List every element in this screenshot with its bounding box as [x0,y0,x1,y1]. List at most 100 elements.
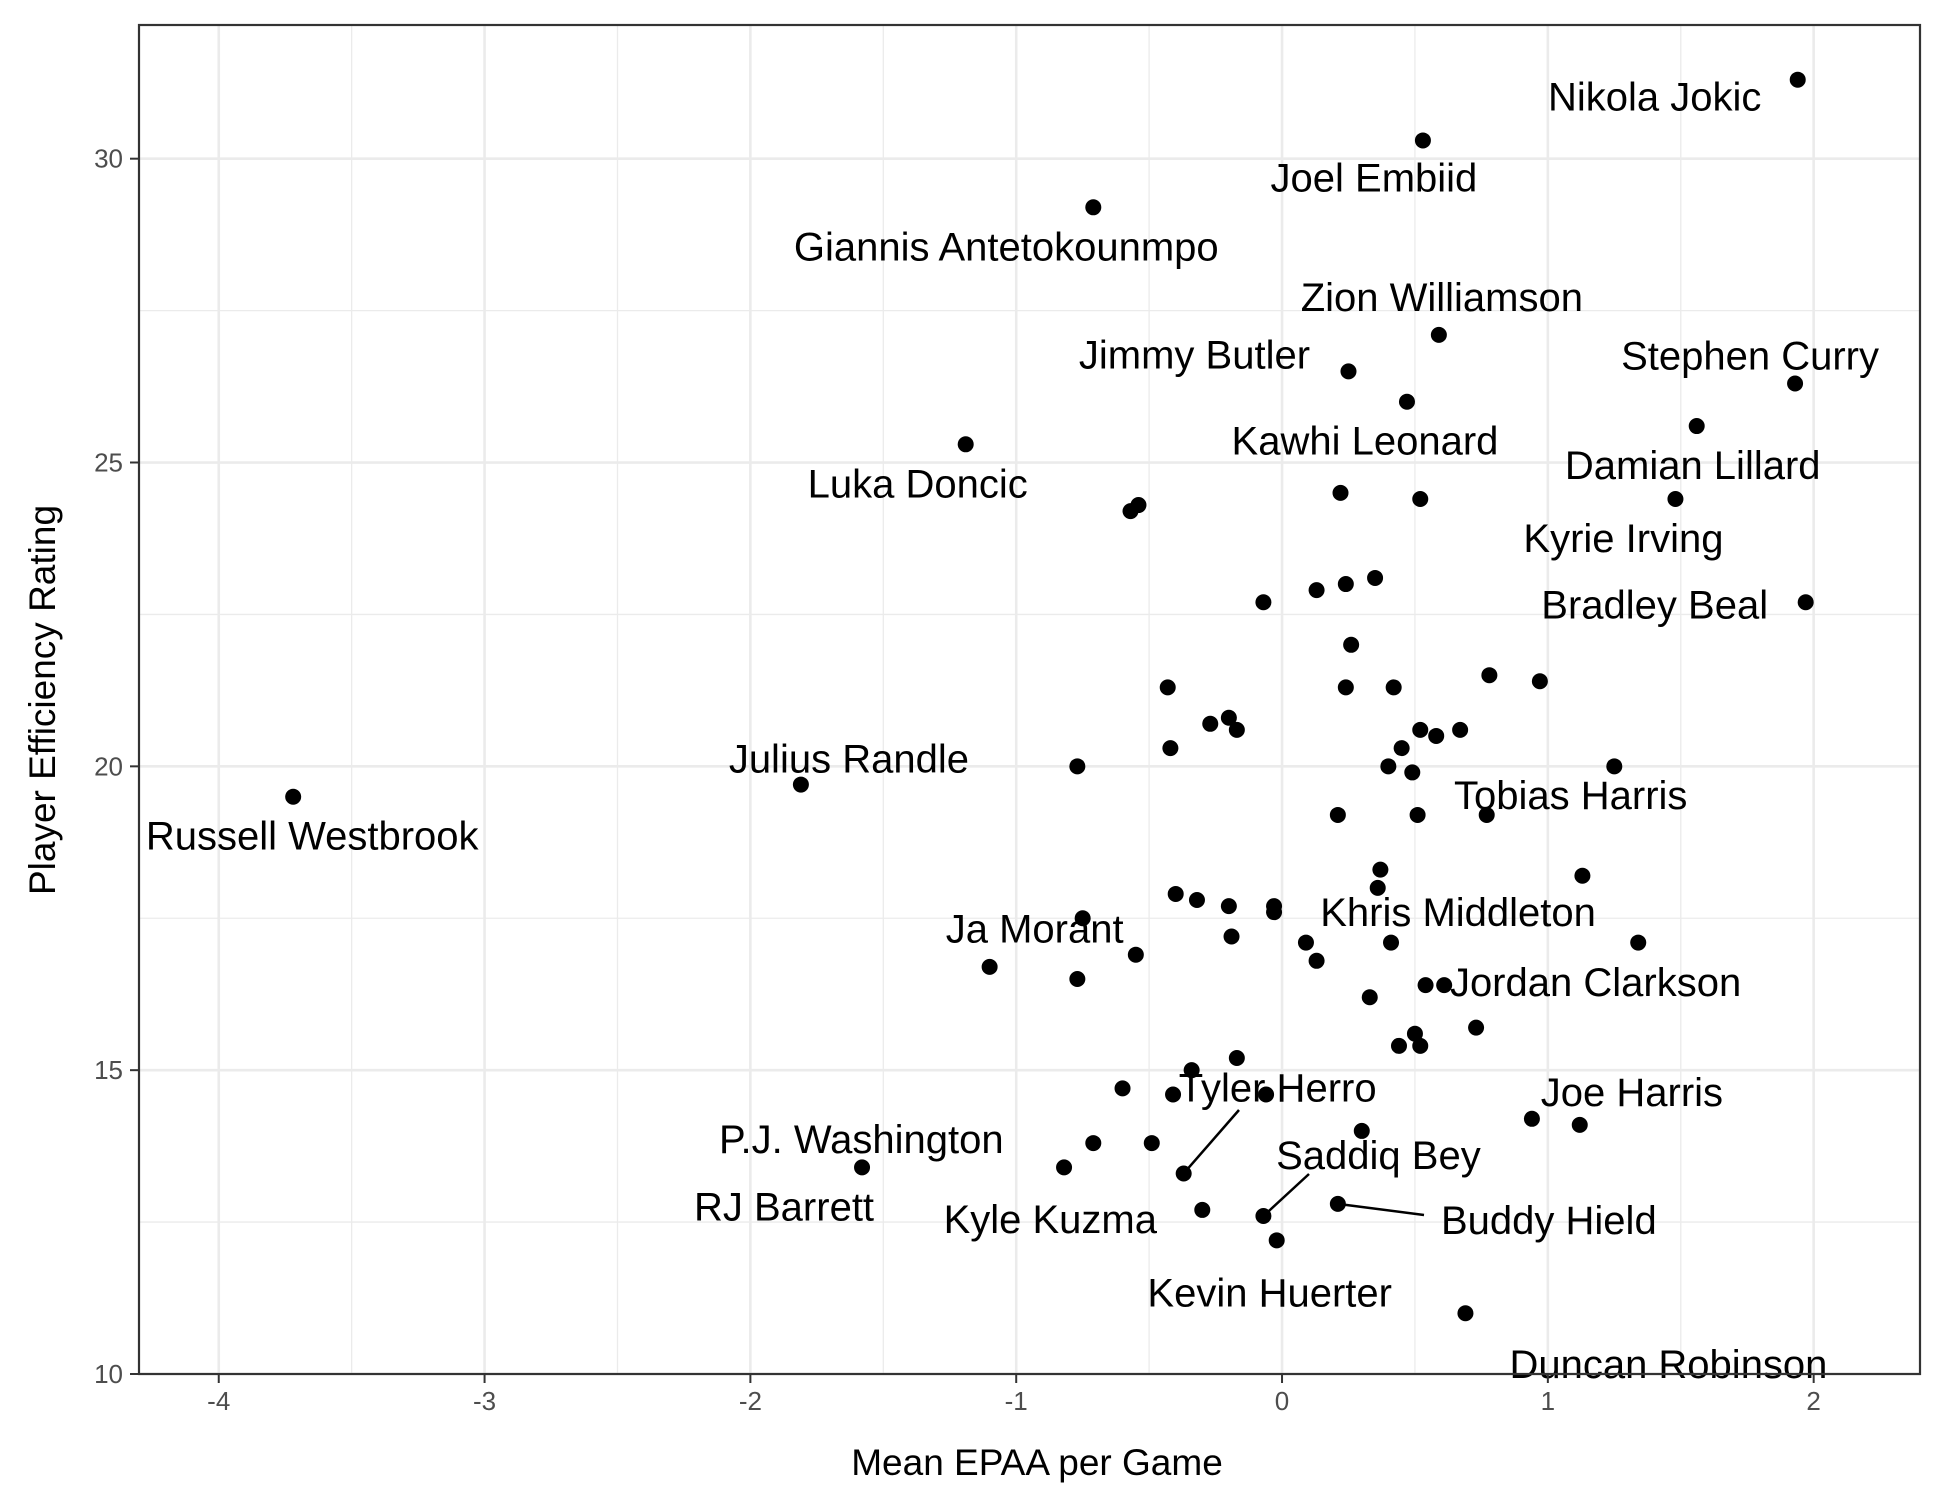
point-label: Khris Middleton [1320,891,1596,935]
data-point [1430,326,1447,343]
y-axis-title: Player Efficiency Rating [22,505,63,895]
point-label: Ja Morant [946,907,1124,951]
data-point [1162,740,1179,757]
y-tick-label: 30 [94,144,123,174]
data-point [1175,1165,1192,1182]
data-point [1571,1116,1588,1133]
data-point [1481,667,1498,684]
point-label: Julius Randle [729,738,969,782]
data-points [285,71,1814,1322]
point-label: Zion Williamson [1301,276,1583,320]
data-point [1404,764,1421,781]
data-point [1266,898,1283,915]
data-point [1398,393,1415,410]
y-tick-label: 25 [94,448,123,478]
data-point [1383,934,1400,951]
data-point [1457,1305,1474,1322]
data-point [1183,1062,1200,1079]
data-point [1667,490,1684,507]
data-point [1143,1135,1160,1152]
data-point [1367,569,1384,586]
data-point [1340,363,1357,380]
point-label: RJ Barrett [694,1185,874,1229]
data-point [1167,885,1184,902]
data-point [1127,946,1144,963]
point-label: Stephen Curry [1621,335,1879,379]
data-point [1220,709,1237,726]
data-point [285,788,302,805]
data-point [1332,484,1349,501]
data-point [1069,758,1086,775]
data-point [1393,740,1410,757]
x-tick-label: 0 [1275,1386,1289,1416]
label-leader-line [1182,1109,1240,1175]
label-leaders [1182,1109,1425,1217]
data-point [1268,1232,1285,1249]
data-point [1308,952,1325,969]
data-point [1085,199,1102,216]
point-label: Kyrie Irving [1523,517,1723,561]
x-axis-ticks: -4 -3 -2 -1 0 1 2 [207,1374,1821,1416]
data-point [1369,879,1386,896]
data-point [1436,977,1453,994]
data-point [1223,928,1240,945]
data-point [1390,1037,1407,1054]
point-label: Russell Westbrook [146,815,480,859]
data-point [1194,1201,1211,1218]
label-leader-line [1262,1173,1310,1217]
data-point [1417,977,1434,994]
point-label: Nikola Jokic [1548,76,1761,120]
plot-panel [139,25,1920,1374]
data-point [1165,1086,1182,1103]
data-point [1202,715,1219,732]
data-point [957,436,974,453]
data-point [1228,1050,1245,1067]
x-tick-label: -1 [1005,1386,1028,1416]
x-tick-label: 2 [1806,1386,1820,1416]
data-point [1797,594,1814,611]
point-label: Buddy Hield [1441,1199,1657,1243]
point-label: Tobias Harris [1454,774,1687,818]
data-point [1428,727,1445,744]
data-point [1412,490,1429,507]
point-label: Tyler Herro [1179,1066,1377,1110]
x-axis-title: Mean EPAA per Game [851,1442,1223,1483]
data-point [1188,892,1205,909]
data-point [1056,1159,1073,1176]
data-point [1412,721,1429,738]
data-point [1409,806,1426,823]
data-point [1337,576,1354,593]
point-label: P.J. Washington [719,1118,1004,1162]
data-point [1085,1135,1102,1152]
data-point [1412,1037,1429,1054]
data-point [1258,1086,1275,1103]
point-label: Kevin Huerter [1147,1271,1392,1315]
y-tick-label: 15 [94,1055,123,1085]
data-point [1343,636,1360,653]
point-label: Duncan Robinson [1509,1343,1827,1387]
data-point [1380,758,1397,775]
data-point [1220,898,1237,915]
point-label: Bradley Beal [1541,583,1768,627]
x-tick-label: 1 [1541,1386,1555,1416]
data-point [1353,1122,1370,1139]
data-point [1385,679,1402,696]
data-point [1630,934,1647,951]
data-point [981,958,998,975]
data-point [1414,132,1431,149]
y-tick-label: 10 [94,1359,123,1389]
data-point [1531,673,1548,690]
data-point [1361,989,1378,1006]
point-labels: Nikola Jokic Joel Embiid Giannis Antetokou… [146,76,1879,1388]
plot-border [137,23,1922,1376]
y-axis-ticks: 10 15 20 25 30 [94,144,139,1389]
x-tick-label: -3 [473,1386,496,1416]
data-point [1452,721,1469,738]
point-label: Jordan Clarkson [1450,961,1741,1005]
point-label: Joe Harris [1541,1071,1723,1115]
data-point [1297,934,1314,951]
y-tick-label: 20 [94,751,123,781]
data-point [1478,806,1495,823]
x-tick-label: -4 [207,1386,230,1416]
